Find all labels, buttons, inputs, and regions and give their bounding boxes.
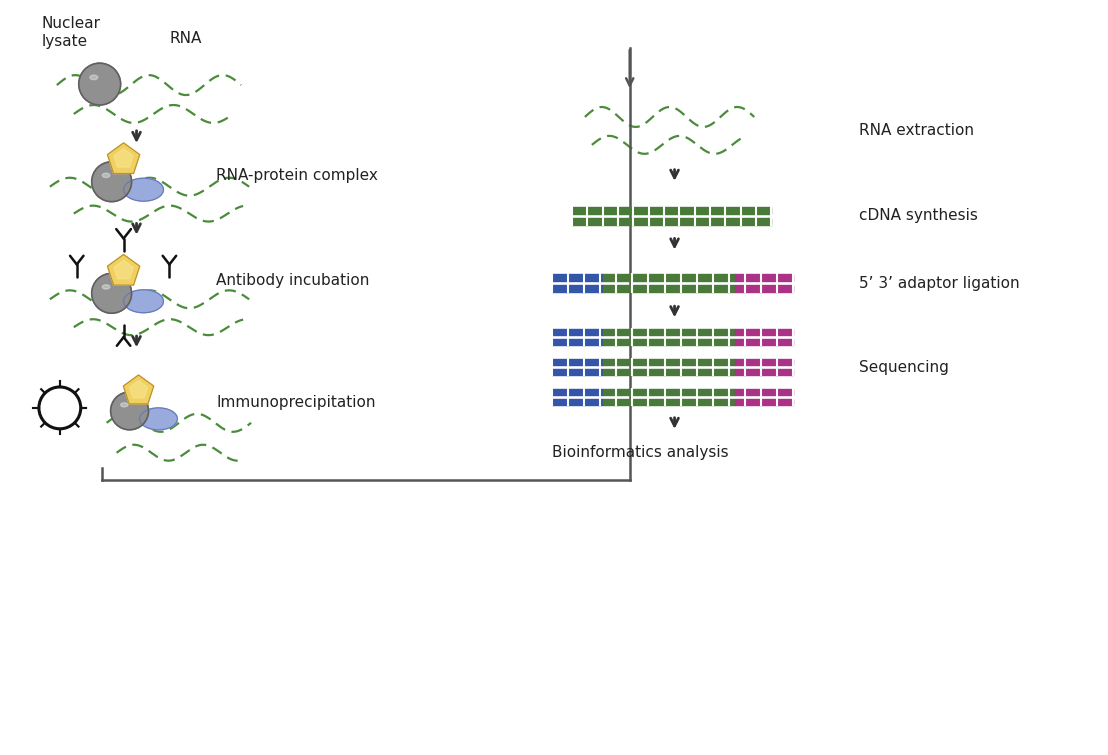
Bar	[603, 369, 736, 375]
Bar	[603, 359, 736, 365]
Text: Immunoprecipitation: Immunoprecipitation	[216, 396, 376, 411]
Circle shape	[111, 392, 148, 430]
Text: RNA extraction: RNA extraction	[859, 123, 974, 138]
Bar	[736, 329, 793, 335]
Bar	[572, 207, 771, 214]
Bar	[552, 389, 603, 395]
Text: Nuclear
lysate: Nuclear lysate	[42, 17, 101, 49]
Text: Bioinformatics analysis: Bioinformatics analysis	[552, 445, 729, 461]
Bar	[552, 329, 603, 335]
Bar	[552, 399, 603, 405]
Polygon shape	[107, 254, 140, 285]
Text: 5’ 3’ adaptor ligation: 5’ 3’ adaptor ligation	[859, 276, 1019, 291]
Bar	[572, 217, 771, 224]
Circle shape	[92, 162, 132, 202]
Text: Sequencing: Sequencing	[859, 359, 948, 374]
Bar	[736, 369, 793, 375]
Bar	[603, 329, 736, 335]
Bar	[736, 389, 793, 395]
Bar	[552, 369, 603, 375]
Text: RNA: RNA	[170, 31, 202, 46]
Bar	[552, 359, 603, 365]
Bar	[603, 274, 736, 282]
Bar	[736, 359, 793, 365]
Bar	[603, 389, 736, 395]
Text: Antibody incubation: Antibody incubation	[216, 273, 370, 288]
Polygon shape	[107, 143, 140, 174]
Circle shape	[92, 273, 132, 313]
Bar	[736, 285, 793, 292]
Bar	[552, 274, 603, 282]
Ellipse shape	[140, 408, 177, 430]
Bar	[552, 285, 603, 292]
Polygon shape	[130, 381, 147, 398]
Ellipse shape	[90, 75, 98, 80]
Polygon shape	[114, 149, 133, 167]
Ellipse shape	[121, 402, 127, 407]
Text: RNA-protein complex: RNA-protein complex	[216, 168, 378, 183]
Ellipse shape	[102, 285, 110, 289]
Bar	[603, 285, 736, 292]
Bar	[552, 339, 603, 345]
Bar	[736, 339, 793, 345]
Bar	[736, 274, 793, 282]
Ellipse shape	[124, 178, 164, 201]
Ellipse shape	[102, 173, 110, 177]
Bar	[603, 339, 736, 345]
Text: cDNA synthesis: cDNA synthesis	[859, 208, 977, 223]
Circle shape	[79, 63, 121, 105]
Polygon shape	[123, 375, 154, 404]
Polygon shape	[114, 260, 133, 279]
Bar	[603, 399, 736, 405]
Bar	[736, 399, 793, 405]
Ellipse shape	[124, 290, 164, 313]
